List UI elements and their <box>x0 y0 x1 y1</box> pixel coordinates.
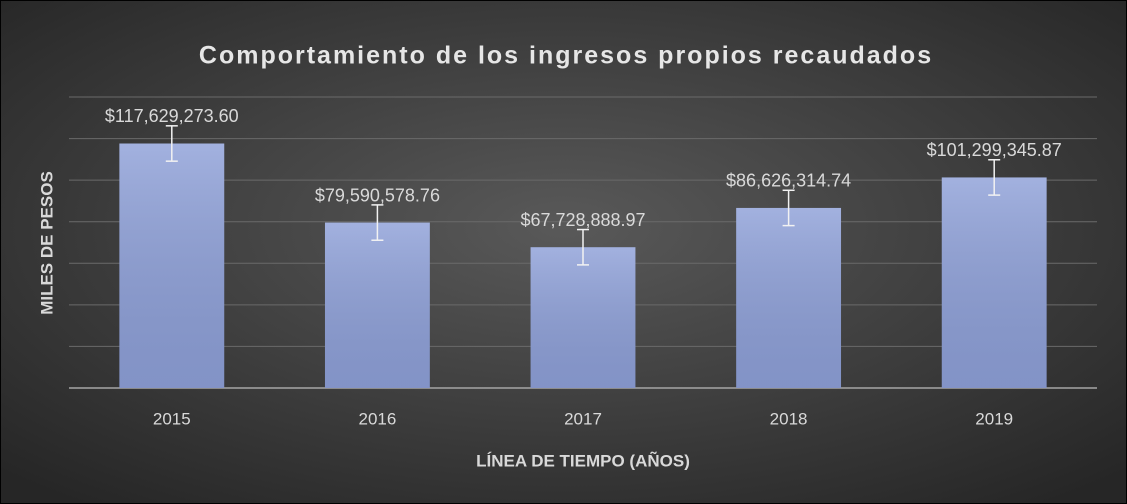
x-axis-label: LÍNEA DE TIEMPO (AÑOS) <box>476 450 690 470</box>
bar-shade <box>119 143 225 388</box>
y-axis-label: MILES DE PESOS <box>37 171 56 315</box>
bar-shade <box>941 177 1047 388</box>
bar-shade <box>736 207 842 388</box>
x-tick-label: 2015 <box>153 409 191 428</box>
x-tick-label: 2017 <box>564 409 602 428</box>
x-tick-label: 2016 <box>358 409 396 428</box>
chart-title: Comportamiento de los ingresos propios r… <box>199 42 933 70</box>
data-label: $67,728,888.97 <box>520 210 645 230</box>
bar-shade <box>530 247 636 388</box>
data-label: $86,626,314.74 <box>726 171 851 191</box>
bar-shade <box>324 222 430 388</box>
data-label: $79,590,578.76 <box>315 185 440 205</box>
x-tick-label: 2018 <box>770 409 808 428</box>
data-label: $101,299,345.87 <box>927 140 1062 160</box>
x-tick-label: 2019 <box>975 409 1013 428</box>
data-label: $117,629,273.60 <box>105 106 239 126</box>
